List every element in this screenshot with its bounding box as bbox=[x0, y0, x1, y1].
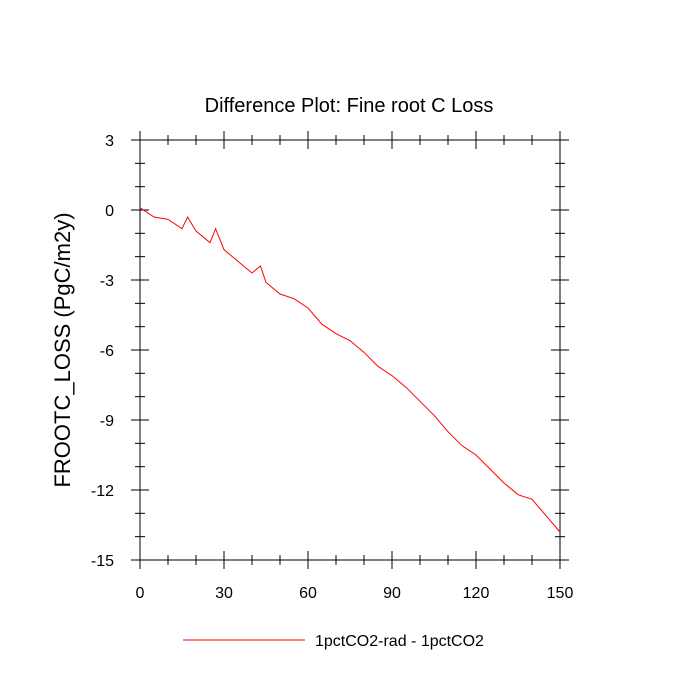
x-tick-label: 120 bbox=[463, 585, 490, 602]
y-tick-label: -6 bbox=[100, 343, 114, 360]
x-tick-label: 30 bbox=[215, 585, 233, 602]
major-ticks bbox=[131, 131, 569, 569]
y-tick-label: -3 bbox=[100, 273, 114, 290]
x-tick-label: 60 bbox=[299, 585, 317, 602]
x-tick-label: 90 bbox=[383, 585, 401, 602]
plot-frame bbox=[139, 139, 561, 561]
x-axis-tick-labels: 0 30 60 90 120 150 bbox=[136, 585, 574, 602]
x-tick-label: 150 bbox=[547, 585, 574, 602]
y-axis-tick-labels: 3 0 -3 -6 -9 -12 -15 bbox=[91, 133, 114, 570]
y-tick-label: 0 bbox=[105, 203, 114, 220]
series-line bbox=[139, 207, 561, 533]
chart-title: Difference Plot: Fine root C Loss bbox=[205, 95, 494, 117]
legend-label: 1pctCO2-rad - 1pctCO2 bbox=[315, 633, 484, 650]
y-tick-label: -9 bbox=[100, 413, 114, 430]
x-tick-label: 0 bbox=[136, 585, 145, 602]
minor-ticks bbox=[135, 135, 565, 565]
y-axis-label: FROOTC_LOSS (PgC/m2y) bbox=[50, 212, 75, 487]
series-layer bbox=[139, 207, 561, 533]
legend: 1pctCO2-rad - 1pctCO2 bbox=[183, 633, 484, 650]
y-tick-label: -12 bbox=[91, 483, 114, 500]
plot-area bbox=[131, 131, 569, 569]
y-tick-label: -15 bbox=[91, 553, 114, 570]
y-tick-label: 3 bbox=[105, 133, 114, 150]
